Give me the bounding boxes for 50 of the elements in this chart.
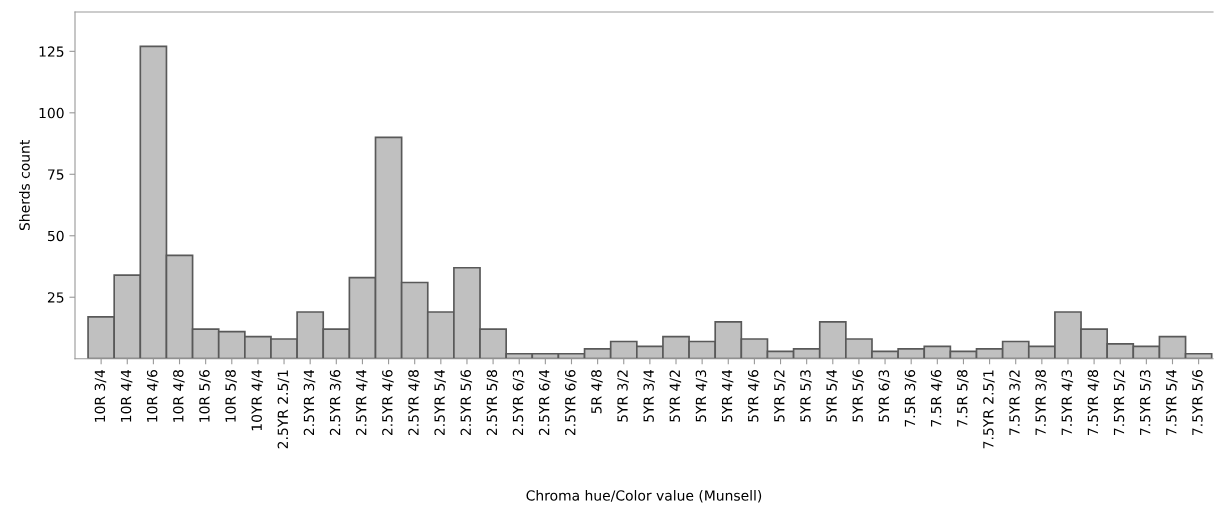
- x-tick-label: 10R 4/8: [173, 370, 185, 422]
- x-tick-label: 7.5YR 4/3: [1061, 370, 1074, 435]
- x-tick-label: 5YR 6/3: [878, 370, 891, 422]
- x-tick-label: 2.5YR 4/6: [382, 369, 394, 436]
- x-tick-label: 5YR 5/3: [800, 370, 812, 422]
- x-tick-label: 2.5YR 3/4: [303, 369, 316, 436]
- x-tick-label: 5YR 3/4: [643, 369, 655, 422]
- x-tick-label: 10R 5/6: [199, 369, 211, 422]
- x-tick-label: 7.5YR 4/8: [1087, 370, 1100, 435]
- x-tick-label: 7.5R 5/8: [956, 370, 969, 427]
- y-tick-label: 25: [47, 292, 64, 303]
- x-tick-label: 7.5YR 2.5/1: [983, 370, 995, 449]
- x-tick-label: 7.5R 3/6: [904, 369, 917, 427]
- x-tick-label: 7.5YR 5/4: [1166, 369, 1178, 435]
- x-tick-label: 7.5YR 5/2: [1113, 370, 1126, 435]
- x-tick-label: 5YR 4/2: [669, 370, 682, 422]
- y-tick-label: 75: [48, 169, 64, 180]
- y-tick-label: 50: [47, 230, 64, 242]
- x-tick-label: 5YR 5/2: [774, 370, 786, 422]
- x-axis-title: Chroma hue/Color value (Munsell): [526, 490, 762, 503]
- x-tick-label: 10YR 4/4: [251, 369, 264, 431]
- x-tick-label: 7.5R 4/6: [930, 369, 943, 427]
- x-tick-label: 2.5YR 4/8: [408, 370, 420, 436]
- x-tick-label: 2.5YR 6/4: [538, 369, 551, 436]
- x-tick-label: 10R 3/4: [94, 369, 107, 422]
- x-tick-label: 2.5YR 5/8: [486, 370, 499, 436]
- x-tick-label: 10R 5/8: [225, 370, 237, 422]
- x-tick-label: 5YR 3/2: [617, 370, 629, 422]
- x-tick-label: 5YR 5/4: [826, 369, 838, 422]
- x-tick-label: 7.5YR 5/6: [1192, 369, 1204, 435]
- x-tick-label: 2.5YR 4/4: [355, 369, 368, 436]
- x-tick-label: 7.5YR 3/2: [1009, 370, 1021, 435]
- x-tick-label: 10R 4/4: [120, 369, 133, 422]
- x-tick-label: 7.5YR 3/8: [1035, 370, 1047, 435]
- x-tick-label: 7.5YR 5/3: [1139, 370, 1152, 435]
- y-axis-title: Sherds count: [19, 140, 30, 231]
- x-tick-label: 10R 4/6: [146, 369, 159, 422]
- x-tick-label: 5YR 4/6: [747, 369, 760, 422]
- x-tick-label: 5R 4/8: [591, 370, 603, 414]
- x-tick-label: 5YR 4/3: [695, 370, 708, 422]
- y-tick-label: 100: [39, 107, 64, 119]
- x-tick-label: 2.5YR 5/6: [460, 369, 473, 436]
- x-tick-label: 2.5YR 3/6: [329, 369, 342, 436]
- x-tick-label: 5YR 4/4: [721, 369, 734, 422]
- y-tick-label: 125: [39, 46, 64, 57]
- x-tick-label: 2.5YR 2.5/1: [277, 370, 290, 449]
- x-tick-label: 2.5YR 6/3: [512, 370, 525, 436]
- x-tick-label: 2.5YR 6/6: [565, 369, 577, 436]
- x-tick-label: 5YR 5/6: [852, 369, 865, 422]
- x-tick-label: 2.5YR 5/4: [434, 369, 446, 436]
